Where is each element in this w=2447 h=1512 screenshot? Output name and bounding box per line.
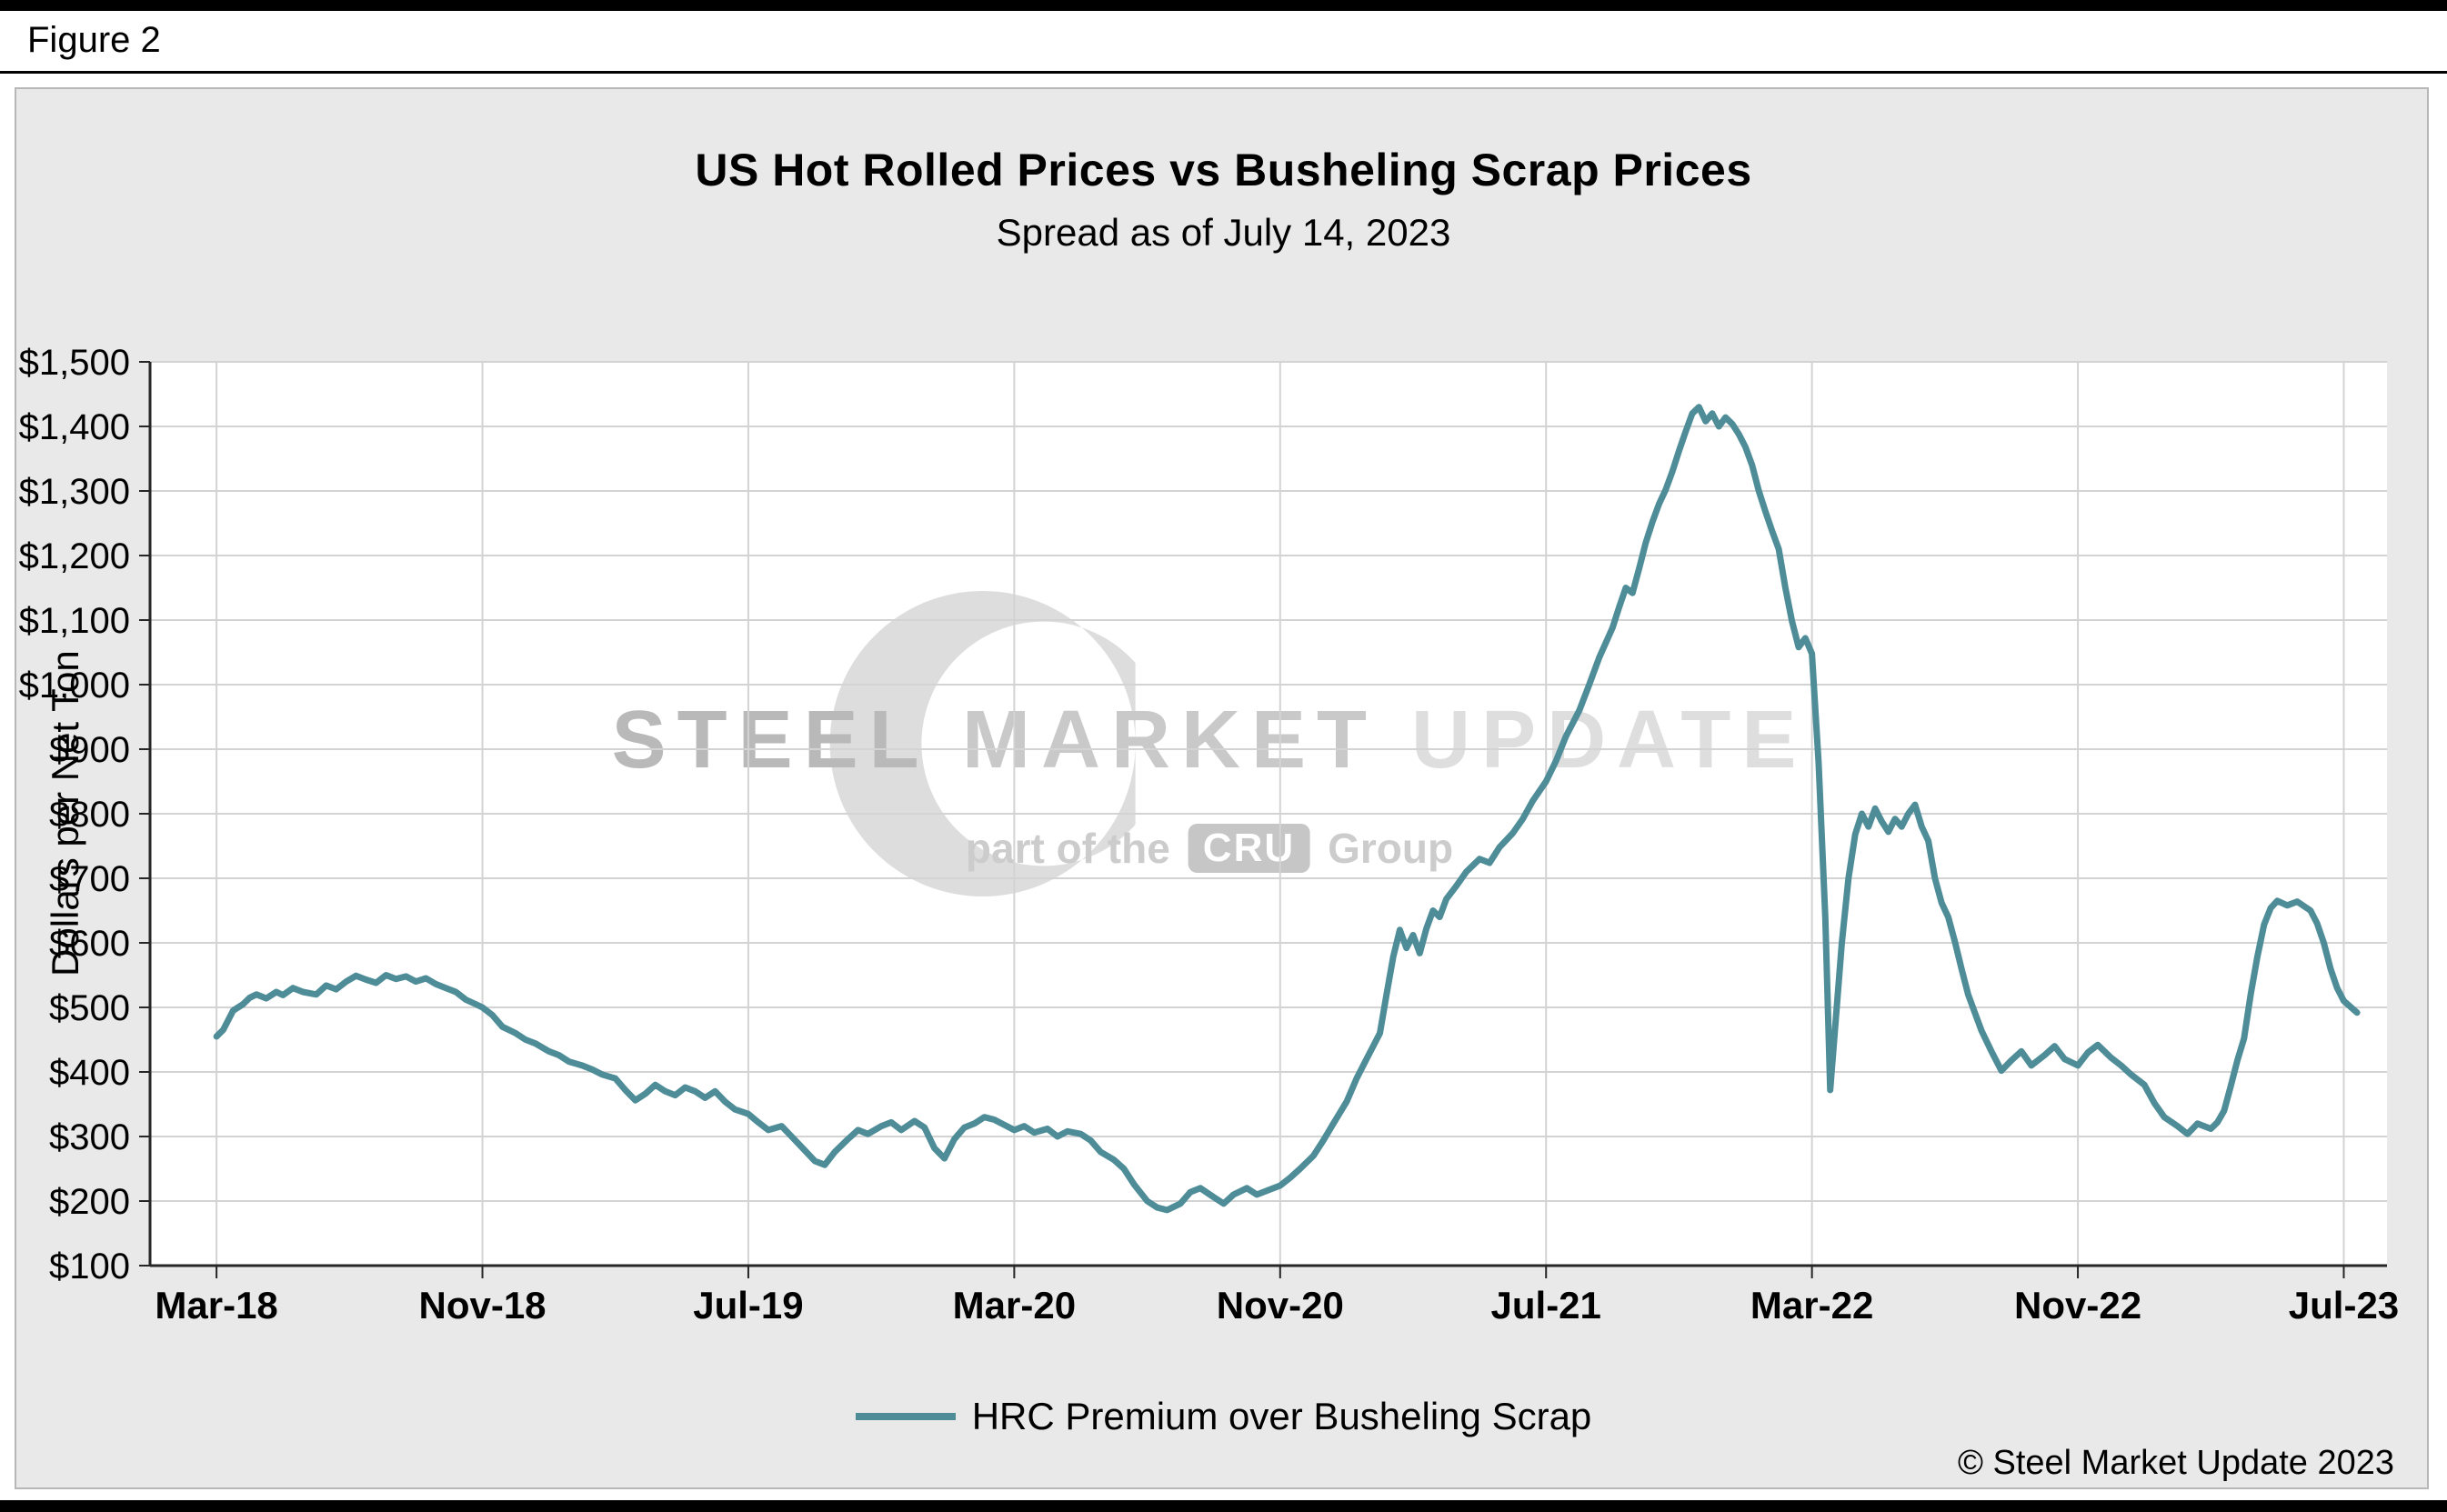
legend-label: HRC Premium over Busheling Scrap [971,1395,1592,1437]
legend: HRC Premium over Busheling Scrap [0,1389,2447,1444]
y-axis-title: Dollars per Net Ton [44,650,86,977]
chart-title: US Hot Rolled Prices vs Busheling Scrap … [695,145,1752,195]
legend-line-swatch [855,1413,956,1420]
chart-subtitle: Spread as of July 14, 2023 [996,211,1451,254]
bottom-black-bar [0,1500,2447,1512]
plot-area-background [150,362,2387,1266]
top-black-bar [0,0,2447,11]
figure-label: Figure 2 [27,20,161,60]
copyright-text: © Steel Market Update 2023 [1957,1444,2394,1482]
figure-rule [0,71,2447,74]
